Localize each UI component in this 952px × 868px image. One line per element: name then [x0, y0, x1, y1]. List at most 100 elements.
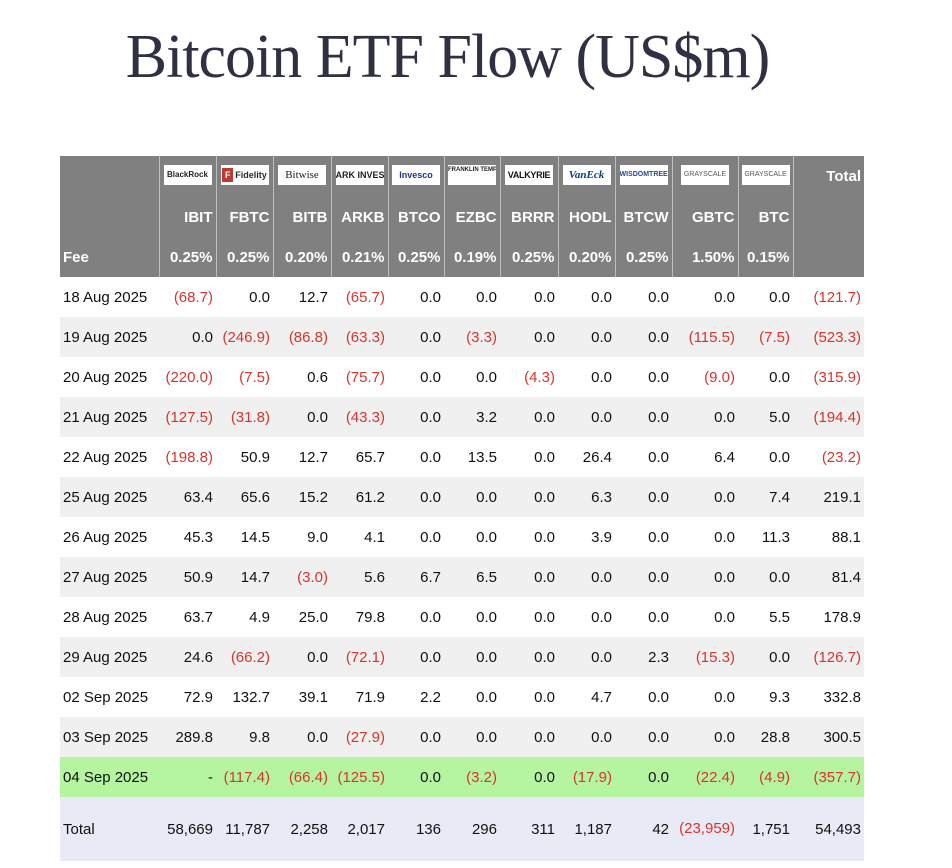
flow-cell: (65.7) — [331, 277, 388, 317]
ticker: HODL — [558, 197, 616, 237]
franklin-templeton-logo: FRANKLIN TEMPLETON — [448, 164, 496, 185]
flow-cell: 5.0 — [738, 397, 793, 437]
flow-cell: 0.0 — [444, 277, 500, 317]
flow-cell: 50.9 — [159, 557, 216, 597]
flow-cell: 289.8 — [159, 717, 216, 757]
flow-cell: (9.0) — [672, 357, 738, 397]
table-row: 25 Aug 2025 63.4 65.6 15.2 61.2 0.0 0.0 0.0 6.3 0… — [60, 477, 864, 517]
flow-cell: 0.0 — [388, 437, 444, 477]
total-row: Total 58,669 11,787 2,258 2,017 136 296 311 1,18… — [60, 797, 864, 861]
ticker: BTCW — [615, 197, 673, 237]
flow-cell: 0.0 — [558, 597, 615, 637]
flow-cell: 132.7 — [216, 677, 273, 717]
fee-label: Fee — [60, 237, 160, 277]
fee-value: 1.50% — [672, 237, 739, 277]
flow-cell: 0.0 — [615, 677, 672, 717]
flow-cell: 24.6 — [159, 637, 216, 677]
total-cell: 54,493 — [793, 797, 864, 861]
row-total-cell: (121.7) — [793, 277, 864, 317]
flow-cell: 6.3 — [558, 477, 615, 517]
flow-cell: (63.3) — [331, 317, 388, 357]
table-row: 04 Sep 2025- (117.4) (66.4) (125.5) 0.0 (3.2)… — [60, 757, 864, 797]
flow-cell: 7.4 — [738, 477, 793, 517]
flow-cell: 0.0 — [558, 717, 615, 757]
row-total-cell: (315.9) — [793, 357, 864, 397]
flow-cell: (43.3) — [331, 397, 388, 437]
row-date: 26 Aug 2025 — [60, 517, 159, 557]
flow-cell: 0.0 — [615, 437, 672, 477]
flow-cell: 14.5 — [216, 517, 273, 557]
flow-cell: 0.0 — [615, 357, 672, 397]
table-row: 18 Aug 2025 (68.7) 0.0 12.7 (65.7) 0.0 0.0 0.0 0… — [60, 277, 864, 317]
row-date: 18 Aug 2025 — [60, 277, 159, 317]
row-total-cell: 88.1 — [793, 517, 864, 557]
flow-cell: (3.3) — [444, 317, 500, 357]
row-date: 29 Aug 2025 — [60, 637, 159, 677]
flow-cell: 0.0 — [500, 557, 558, 597]
flow-cell: 61.2 — [331, 477, 388, 517]
fee-value: 0.25% — [615, 237, 673, 277]
flow-cell: (17.9) — [558, 757, 615, 797]
row-total-cell: (357.7) — [793, 757, 864, 797]
flow-cell: 0.0 — [738, 357, 793, 397]
flow-cell: (4.9) — [738, 757, 793, 797]
flow-cell: 5.5 — [738, 597, 793, 637]
flow-cell: (3.2) — [444, 757, 500, 797]
fee-value: 0.25% — [159, 237, 217, 277]
ticker: IBIT — [159, 197, 217, 237]
flow-cell: (246.9) — [216, 317, 273, 357]
flow-cell: (7.5) — [738, 317, 793, 357]
page-title: Bitcoin ETF Flow (US$m) — [125, 23, 771, 91]
flow-cell: 0.0 — [444, 357, 500, 397]
flow-cell: 0.0 — [672, 717, 738, 757]
flow-cell: 0.0 — [500, 277, 558, 317]
flow-cell: 0.0 — [500, 757, 558, 797]
flow-cell: (117.4) — [216, 757, 273, 797]
flow-cell: 71.9 — [331, 677, 388, 717]
flow-cell: (7.5) — [216, 357, 273, 397]
flow-cell: 0.0 — [388, 597, 444, 637]
fee-value: 0.15% — [738, 237, 794, 277]
fee-value: 0.20% — [273, 237, 332, 277]
flow-cell: 0.0 — [672, 517, 738, 557]
flow-cell: (72.1) — [331, 637, 388, 677]
row-date: 27 Aug 2025 — [60, 557, 159, 597]
header-total: Total — [793, 156, 864, 197]
flow-cell: 0.0 — [672, 397, 738, 437]
vaneck-logo: VanEck — [562, 164, 611, 185]
flow-cell: 0.0 — [672, 557, 738, 597]
flow-cell: 0.0 — [500, 317, 558, 357]
flow-cell: (125.5) — [331, 757, 388, 797]
flow-cell: 0.0 — [615, 717, 672, 757]
row-total-cell: (523.3) — [793, 317, 864, 357]
flow-cell: 11.3 — [738, 517, 793, 557]
ticker: GBTC — [672, 197, 739, 237]
fee-value: 0.21% — [331, 237, 389, 277]
row-total-cell: 219.1 — [793, 477, 864, 517]
row-date: 03 Sep 2025 — [60, 717, 159, 757]
invesco-logo: Invesco — [392, 164, 440, 185]
flow-cell: (127.5) — [159, 397, 216, 437]
row-total-cell: 81.4 — [793, 557, 864, 597]
table-row: 03 Sep 2025 289.8 9.8 0.0 (27.9) 0.0 0.0 0.0 0.0… — [60, 717, 864, 757]
flow-cell: (27.9) — [331, 717, 388, 757]
flow-cell: 0.0 — [500, 637, 558, 677]
flow-cell: 0.0 — [672, 277, 738, 317]
flow-cell: 12.7 — [273, 277, 331, 317]
flow-cell: 0.0 — [500, 677, 558, 717]
fee-header-row: Fee 0.25% 0.25% 0.20% 0.21% 0.25% 0.19% … — [60, 237, 864, 277]
flow-cell: 6.7 — [388, 557, 444, 597]
flow-cell: (22.4) — [672, 757, 738, 797]
ticker: BRRR — [500, 197, 559, 237]
total-cell: 136 — [388, 797, 444, 861]
flow-cell: 65.7 — [331, 437, 388, 477]
flow-cell: 0.0 — [388, 757, 444, 797]
flow-cell: 0.0 — [388, 637, 444, 677]
flow-cell: 15.2 — [273, 477, 331, 517]
row-date: 21 Aug 2025 — [60, 397, 159, 437]
row-date: 20 Aug 2025 — [60, 357, 159, 397]
flow-cell: 0.0 — [558, 277, 615, 317]
flow-cell: 0.0 — [159, 317, 216, 357]
row-date: 22 Aug 2025 — [60, 437, 159, 477]
